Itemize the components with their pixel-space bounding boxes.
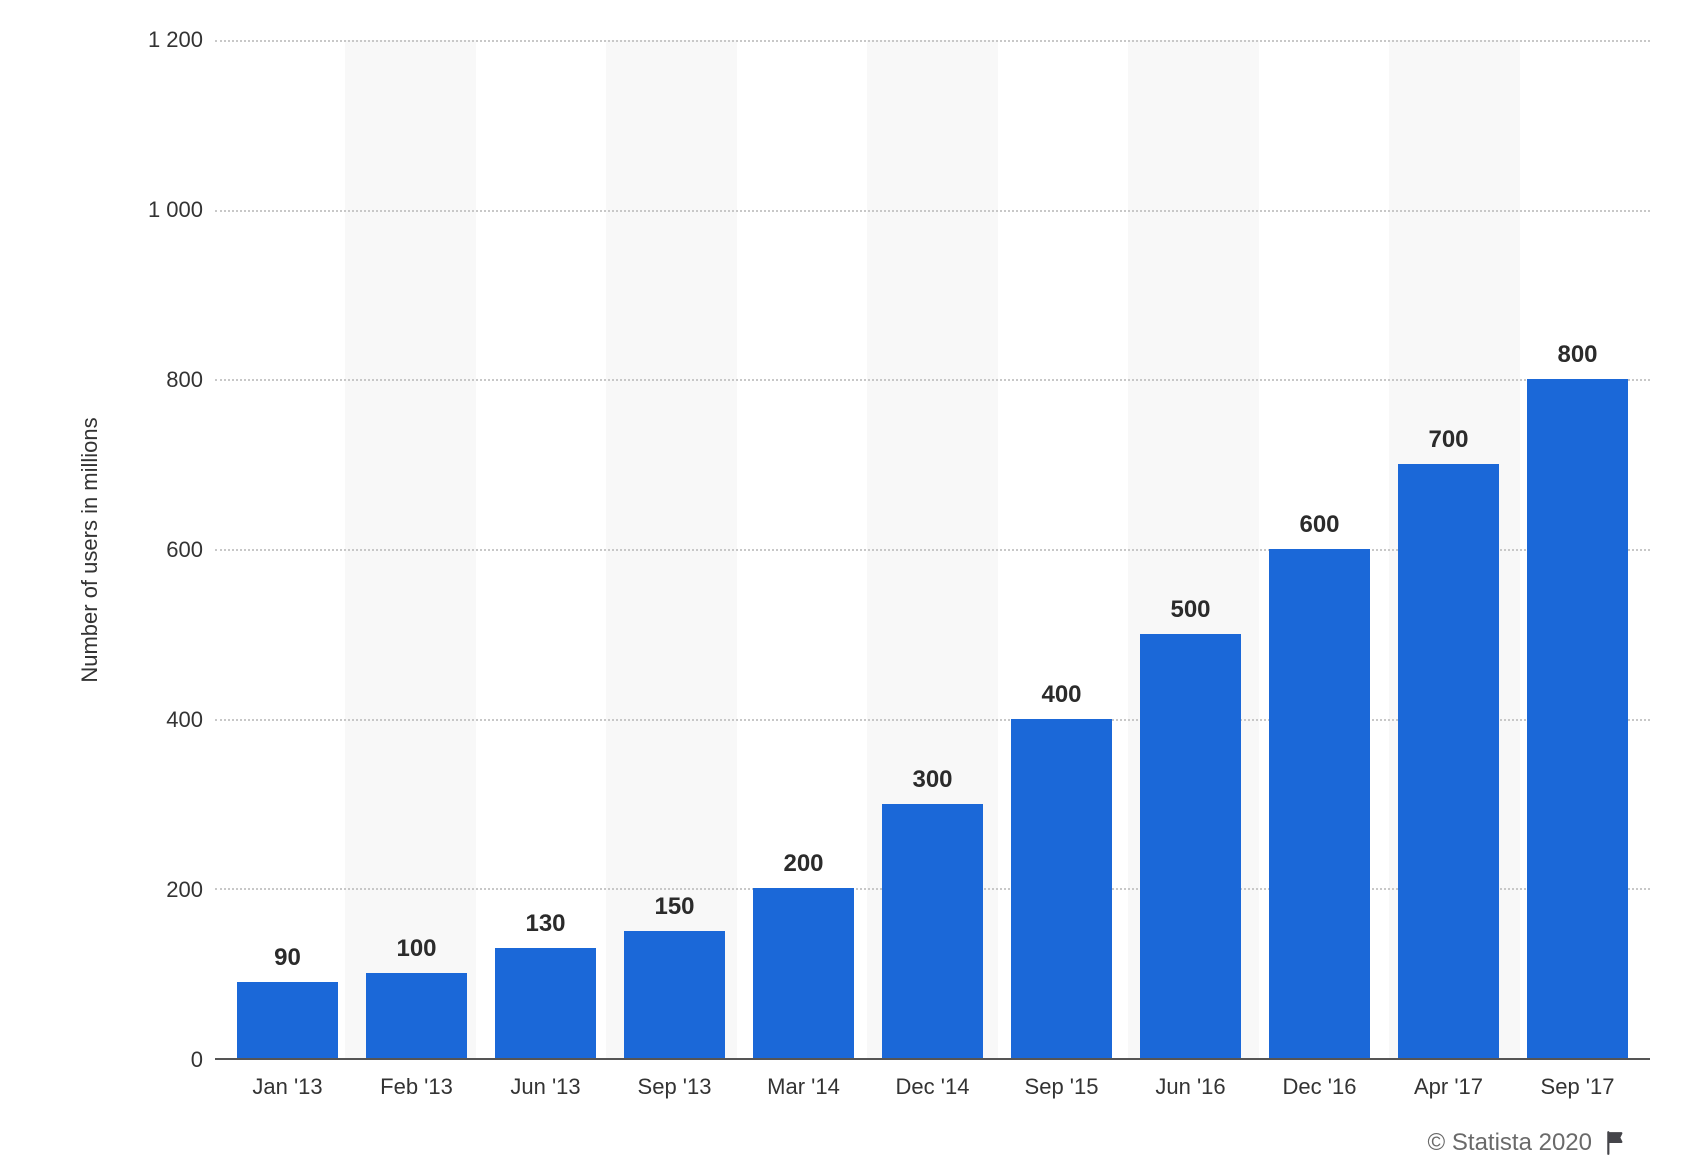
y-tick-label: 1 200 [148,27,203,53]
y-tick-label: 400 [166,707,203,733]
bar-slot: 500 [1126,40,1255,1058]
bar-value-label: 400 [1041,681,1081,709]
y-tick-label: 800 [166,367,203,393]
attribution-text: © Statista 2020 [1428,1129,1592,1157]
bar [624,931,725,1058]
x-tick-label: Sep '17 [1513,1074,1642,1100]
plot-outer: Number of users in millions 020040060080… [40,40,1650,1060]
bar [1011,719,1112,1058]
flag-icon[interactable] [1604,1130,1630,1156]
chart-footer: © Statista 2020 [1428,1129,1630,1157]
y-tick-label: 600 [166,537,203,563]
x-tick-label: Jun '16 [1126,1074,1255,1100]
x-tick-label: Mar '14 [739,1074,868,1100]
x-tick-label: Sep '13 [610,1074,739,1100]
x-tick-label: Jan '13 [223,1074,352,1100]
bar-slot: 800 [1513,40,1642,1058]
bar [1527,379,1628,1058]
bar-value-label: 600 [1299,511,1339,539]
y-axis-ticks: 02004006008001 0001 200 [40,40,215,1060]
plot-area: 90 100 130 150 200 300 400 500 600 700 800 [215,40,1650,1060]
bar-slot: 90 [223,40,352,1058]
bar [237,982,338,1058]
x-tick-label: Feb '13 [352,1074,481,1100]
x-tick-label: Jun '13 [481,1074,610,1100]
bar-slot: 600 [1255,40,1384,1058]
y-tick-label: 0 [191,1047,203,1073]
bar [366,973,467,1058]
bar-value-label: 300 [912,766,952,794]
bar-slot: 300 [868,40,997,1058]
x-axis-labels: Jan '13Feb '13Jun '13Sep '13Mar '14Dec '… [215,1060,1650,1100]
bar-value-label: 800 [1557,341,1597,369]
bar-value-label: 200 [783,850,823,878]
x-tick-label: Apr '17 [1384,1074,1513,1100]
y-tick-label: 1 000 [148,197,203,223]
bar-value-label: 500 [1170,596,1210,624]
bar [495,948,596,1058]
bar-value-label: 130 [525,910,565,938]
bar-slot: 200 [739,40,868,1058]
bar [753,888,854,1058]
bar-slot: 700 [1384,40,1513,1058]
bar [1140,634,1241,1058]
bars-group: 90 100 130 150 200 300 400 500 600 700 800 [215,40,1650,1058]
bar [1269,549,1370,1058]
x-tick-label: Dec '14 [868,1074,997,1100]
x-tick-label: Sep '15 [997,1074,1126,1100]
bar-value-label: 150 [654,893,694,921]
bar-slot: 400 [997,40,1126,1058]
bar-value-label: 700 [1428,426,1468,454]
chart-container: Number of users in millions 020040060080… [0,0,1690,1175]
bar [1398,464,1499,1058]
y-tick-label: 200 [166,877,203,903]
bar-slot: 100 [352,40,481,1058]
bar-value-label: 90 [274,944,301,972]
bar [882,804,983,1059]
bar-value-label: 100 [396,935,436,963]
bar-slot: 150 [610,40,739,1058]
x-tick-label: Dec '16 [1255,1074,1384,1100]
bar-slot: 130 [481,40,610,1058]
